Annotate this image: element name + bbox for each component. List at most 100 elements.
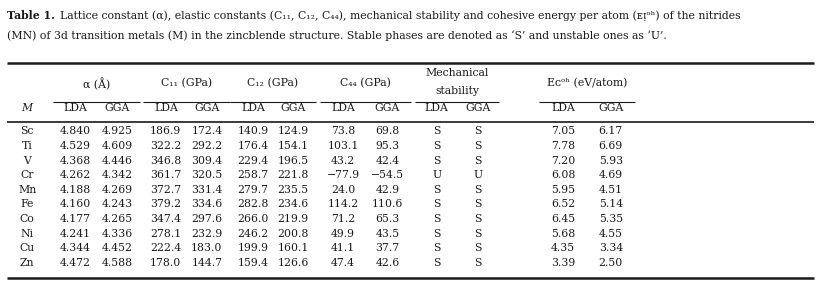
Text: Mn: Mn: [18, 185, 36, 195]
Text: 47.4: 47.4: [331, 258, 355, 268]
Text: 309.4: 309.4: [191, 156, 222, 166]
Text: 379.2: 379.2: [150, 199, 181, 210]
Text: 154.1: 154.1: [277, 141, 309, 151]
Text: LDA: LDA: [551, 103, 576, 113]
Text: Ti: Ti: [21, 141, 33, 151]
Text: 4.925: 4.925: [102, 126, 133, 136]
Text: GGA: GGA: [599, 103, 623, 113]
Text: 178.0: 178.0: [150, 258, 181, 268]
Text: 199.9: 199.9: [237, 243, 268, 253]
Text: S: S: [475, 214, 481, 224]
Text: GGA: GGA: [466, 103, 490, 113]
Text: 42.6: 42.6: [375, 258, 400, 268]
Text: 331.4: 331.4: [191, 185, 222, 195]
Text: 4.529: 4.529: [60, 141, 91, 151]
Text: S: S: [433, 156, 440, 166]
Text: 347.4: 347.4: [150, 214, 181, 224]
Text: S: S: [433, 229, 440, 239]
Text: 24.0: 24.0: [331, 185, 355, 195]
Text: 297.6: 297.6: [191, 214, 222, 224]
Text: 4.55: 4.55: [599, 229, 623, 239]
Text: S: S: [433, 126, 440, 136]
Text: 42.9: 42.9: [375, 185, 400, 195]
Text: 4.609: 4.609: [102, 141, 133, 151]
Text: 5.68: 5.68: [551, 229, 576, 239]
Text: 7.05: 7.05: [551, 126, 576, 136]
Text: 6.08: 6.08: [551, 170, 576, 180]
Text: 103.1: 103.1: [328, 141, 359, 151]
Text: S: S: [475, 243, 481, 253]
Text: C₁₁ (GPa): C₁₁ (GPa): [161, 77, 212, 88]
Text: S: S: [475, 258, 481, 268]
Text: S: S: [475, 156, 481, 166]
Text: (MN) of 3d transition metals (M) in the zincblende structure. Stable phases are : (MN) of 3d transition metals (M) in the …: [7, 30, 667, 41]
Text: 320.5: 320.5: [191, 170, 222, 180]
Text: Zn: Zn: [20, 258, 34, 268]
Text: 37.7: 37.7: [375, 243, 400, 253]
Text: 43.2: 43.2: [331, 156, 355, 166]
Text: 361.7: 361.7: [150, 170, 181, 180]
Text: U: U: [473, 170, 483, 180]
Text: S: S: [475, 229, 481, 239]
Text: stability: stability: [435, 86, 479, 96]
Text: 322.2: 322.2: [150, 141, 181, 151]
Text: 4.588: 4.588: [102, 258, 133, 268]
Text: 110.6: 110.6: [372, 199, 403, 210]
Text: 279.7: 279.7: [237, 185, 268, 195]
Text: 292.2: 292.2: [191, 141, 222, 151]
Text: 4.262: 4.262: [60, 170, 91, 180]
Text: 73.8: 73.8: [331, 126, 355, 136]
Text: 71.2: 71.2: [331, 214, 355, 224]
Text: Fe: Fe: [21, 199, 34, 210]
Text: 4.69: 4.69: [599, 170, 623, 180]
Text: 140.9: 140.9: [237, 126, 268, 136]
Text: 372.7: 372.7: [150, 185, 181, 195]
Text: S: S: [475, 199, 481, 210]
Text: GGA: GGA: [105, 103, 130, 113]
Text: 186.9: 186.9: [150, 126, 181, 136]
Text: 4.35: 4.35: [551, 243, 576, 253]
Text: 144.7: 144.7: [191, 258, 222, 268]
Text: 43.5: 43.5: [375, 229, 400, 239]
Text: 4.336: 4.336: [102, 229, 133, 239]
Text: 4.452: 4.452: [102, 243, 133, 253]
Text: Table 1.: Table 1.: [7, 10, 54, 21]
Text: −77.9: −77.9: [327, 170, 360, 180]
Text: S: S: [475, 141, 481, 151]
Text: 2.50: 2.50: [599, 258, 623, 268]
Text: S: S: [433, 141, 440, 151]
Text: 95.3: 95.3: [375, 141, 400, 151]
Text: LDA: LDA: [331, 103, 355, 113]
Text: S: S: [433, 243, 440, 253]
Text: 126.6: 126.6: [277, 258, 309, 268]
Text: LDA: LDA: [63, 103, 88, 113]
Text: 258.7: 258.7: [237, 170, 268, 180]
Text: 7.78: 7.78: [551, 141, 576, 151]
Text: 4.177: 4.177: [60, 214, 91, 224]
Text: 196.5: 196.5: [277, 156, 309, 166]
Text: 229.4: 229.4: [237, 156, 268, 166]
Text: 172.4: 172.4: [191, 126, 222, 136]
Text: V: V: [23, 156, 31, 166]
Text: 4.265: 4.265: [102, 214, 133, 224]
Text: S: S: [433, 258, 440, 268]
Text: 232.9: 232.9: [191, 229, 222, 239]
Text: LDA: LDA: [241, 103, 265, 113]
Text: LDA: LDA: [154, 103, 178, 113]
Text: 49.9: 49.9: [331, 229, 355, 239]
Text: 5.14: 5.14: [599, 199, 623, 210]
Text: 346.8: 346.8: [150, 156, 181, 166]
Text: 4.160: 4.160: [60, 199, 91, 210]
Text: 4.368: 4.368: [60, 156, 91, 166]
Text: S: S: [433, 214, 440, 224]
Text: 266.0: 266.0: [237, 214, 268, 224]
Text: 4.344: 4.344: [60, 243, 91, 253]
Text: 65.3: 65.3: [375, 214, 400, 224]
Text: 200.8: 200.8: [277, 229, 309, 239]
Text: M: M: [21, 103, 33, 113]
Text: 282.8: 282.8: [237, 199, 268, 210]
Text: 6.45: 6.45: [551, 214, 576, 224]
Text: Lattice constant (α), elastic constants (C₁₁, C₁₂, C₄₄), mechanical stability an: Lattice constant (α), elastic constants …: [53, 10, 741, 21]
Text: Eᴄᵒʰ (eV/atom): Eᴄᵒʰ (eV/atom): [547, 77, 627, 88]
Text: 3.39: 3.39: [551, 258, 576, 268]
